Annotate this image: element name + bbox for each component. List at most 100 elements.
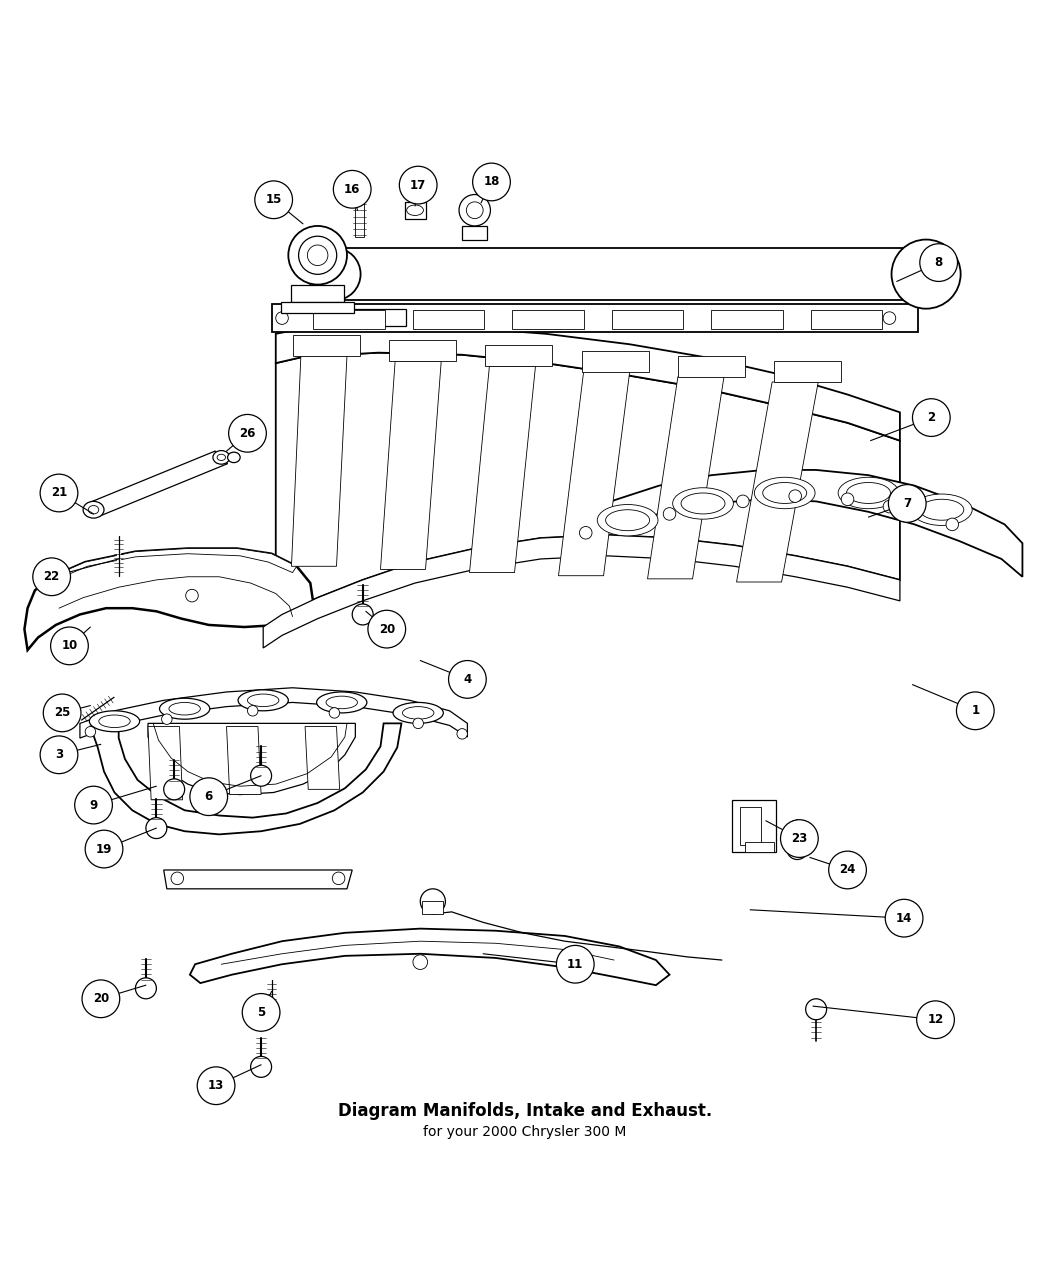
Bar xyxy=(404,201,425,218)
Circle shape xyxy=(309,247,360,301)
Circle shape xyxy=(736,495,749,507)
Ellipse shape xyxy=(911,493,972,525)
Text: 23: 23 xyxy=(792,833,807,845)
Circle shape xyxy=(229,414,267,453)
Polygon shape xyxy=(24,548,314,650)
Text: 19: 19 xyxy=(96,843,112,856)
Polygon shape xyxy=(469,366,536,572)
Circle shape xyxy=(457,728,467,740)
Text: 20: 20 xyxy=(92,992,109,1005)
Text: 3: 3 xyxy=(55,748,63,761)
Text: 24: 24 xyxy=(839,863,856,876)
Text: 22: 22 xyxy=(43,570,60,583)
Circle shape xyxy=(289,226,346,284)
Text: 1: 1 xyxy=(971,704,980,718)
Circle shape xyxy=(780,820,818,857)
Text: 26: 26 xyxy=(239,427,255,440)
Polygon shape xyxy=(292,284,343,302)
Text: 12: 12 xyxy=(927,1014,944,1026)
Circle shape xyxy=(448,660,486,699)
Circle shape xyxy=(556,945,594,983)
Circle shape xyxy=(891,240,961,309)
Ellipse shape xyxy=(920,500,964,520)
Polygon shape xyxy=(264,536,900,648)
Text: 8: 8 xyxy=(934,256,943,269)
Ellipse shape xyxy=(402,706,434,719)
Ellipse shape xyxy=(846,482,890,504)
Polygon shape xyxy=(736,382,818,581)
Ellipse shape xyxy=(406,205,423,215)
Polygon shape xyxy=(306,727,339,789)
Circle shape xyxy=(332,872,344,885)
Polygon shape xyxy=(292,356,346,566)
Circle shape xyxy=(368,611,405,648)
Circle shape xyxy=(399,166,437,204)
Text: 21: 21 xyxy=(50,487,67,500)
Circle shape xyxy=(413,955,427,969)
Circle shape xyxy=(920,244,958,282)
Circle shape xyxy=(333,171,371,208)
Circle shape xyxy=(946,518,959,530)
Circle shape xyxy=(164,779,185,799)
Polygon shape xyxy=(148,727,183,799)
Circle shape xyxy=(466,201,483,218)
Bar xyxy=(774,361,841,382)
Ellipse shape xyxy=(681,493,724,514)
Ellipse shape xyxy=(89,710,140,732)
Bar xyxy=(712,310,782,329)
Circle shape xyxy=(888,484,926,523)
Circle shape xyxy=(472,163,510,200)
Polygon shape xyxy=(732,799,776,852)
Circle shape xyxy=(171,872,184,885)
Polygon shape xyxy=(266,353,900,629)
Ellipse shape xyxy=(673,488,733,519)
Circle shape xyxy=(352,604,373,625)
Circle shape xyxy=(251,1057,272,1077)
Polygon shape xyxy=(462,226,487,240)
Polygon shape xyxy=(281,302,354,312)
Ellipse shape xyxy=(169,703,201,715)
Circle shape xyxy=(251,765,272,787)
Circle shape xyxy=(50,627,88,664)
Circle shape xyxy=(786,839,807,859)
Text: 17: 17 xyxy=(411,179,426,191)
Text: 18: 18 xyxy=(483,176,500,189)
Ellipse shape xyxy=(88,506,99,514)
Ellipse shape xyxy=(327,696,357,709)
Text: 6: 6 xyxy=(205,790,213,803)
Polygon shape xyxy=(80,687,467,738)
Circle shape xyxy=(789,490,801,502)
Ellipse shape xyxy=(248,694,279,706)
Circle shape xyxy=(459,195,490,226)
Text: 14: 14 xyxy=(896,912,912,924)
Circle shape xyxy=(957,692,994,729)
Text: 13: 13 xyxy=(208,1079,225,1093)
Circle shape xyxy=(186,589,198,602)
Text: 11: 11 xyxy=(567,958,584,970)
Bar xyxy=(678,356,744,376)
Circle shape xyxy=(883,500,896,513)
Bar xyxy=(582,351,649,371)
Ellipse shape xyxy=(597,505,658,536)
Ellipse shape xyxy=(393,703,443,723)
Circle shape xyxy=(40,474,78,511)
Bar xyxy=(293,335,359,356)
Polygon shape xyxy=(148,723,355,794)
Circle shape xyxy=(883,312,896,324)
Ellipse shape xyxy=(228,453,240,463)
Ellipse shape xyxy=(317,692,366,713)
Text: 15: 15 xyxy=(266,194,281,207)
Circle shape xyxy=(135,978,156,998)
Ellipse shape xyxy=(838,477,899,509)
Text: 10: 10 xyxy=(61,639,78,653)
Ellipse shape xyxy=(83,501,104,518)
Circle shape xyxy=(146,817,167,839)
Polygon shape xyxy=(51,548,297,580)
Text: 5: 5 xyxy=(257,1006,266,1019)
Bar xyxy=(413,310,484,329)
Circle shape xyxy=(664,507,676,520)
Ellipse shape xyxy=(238,690,289,710)
Circle shape xyxy=(85,830,123,868)
Circle shape xyxy=(413,718,423,728)
Bar xyxy=(314,310,384,329)
